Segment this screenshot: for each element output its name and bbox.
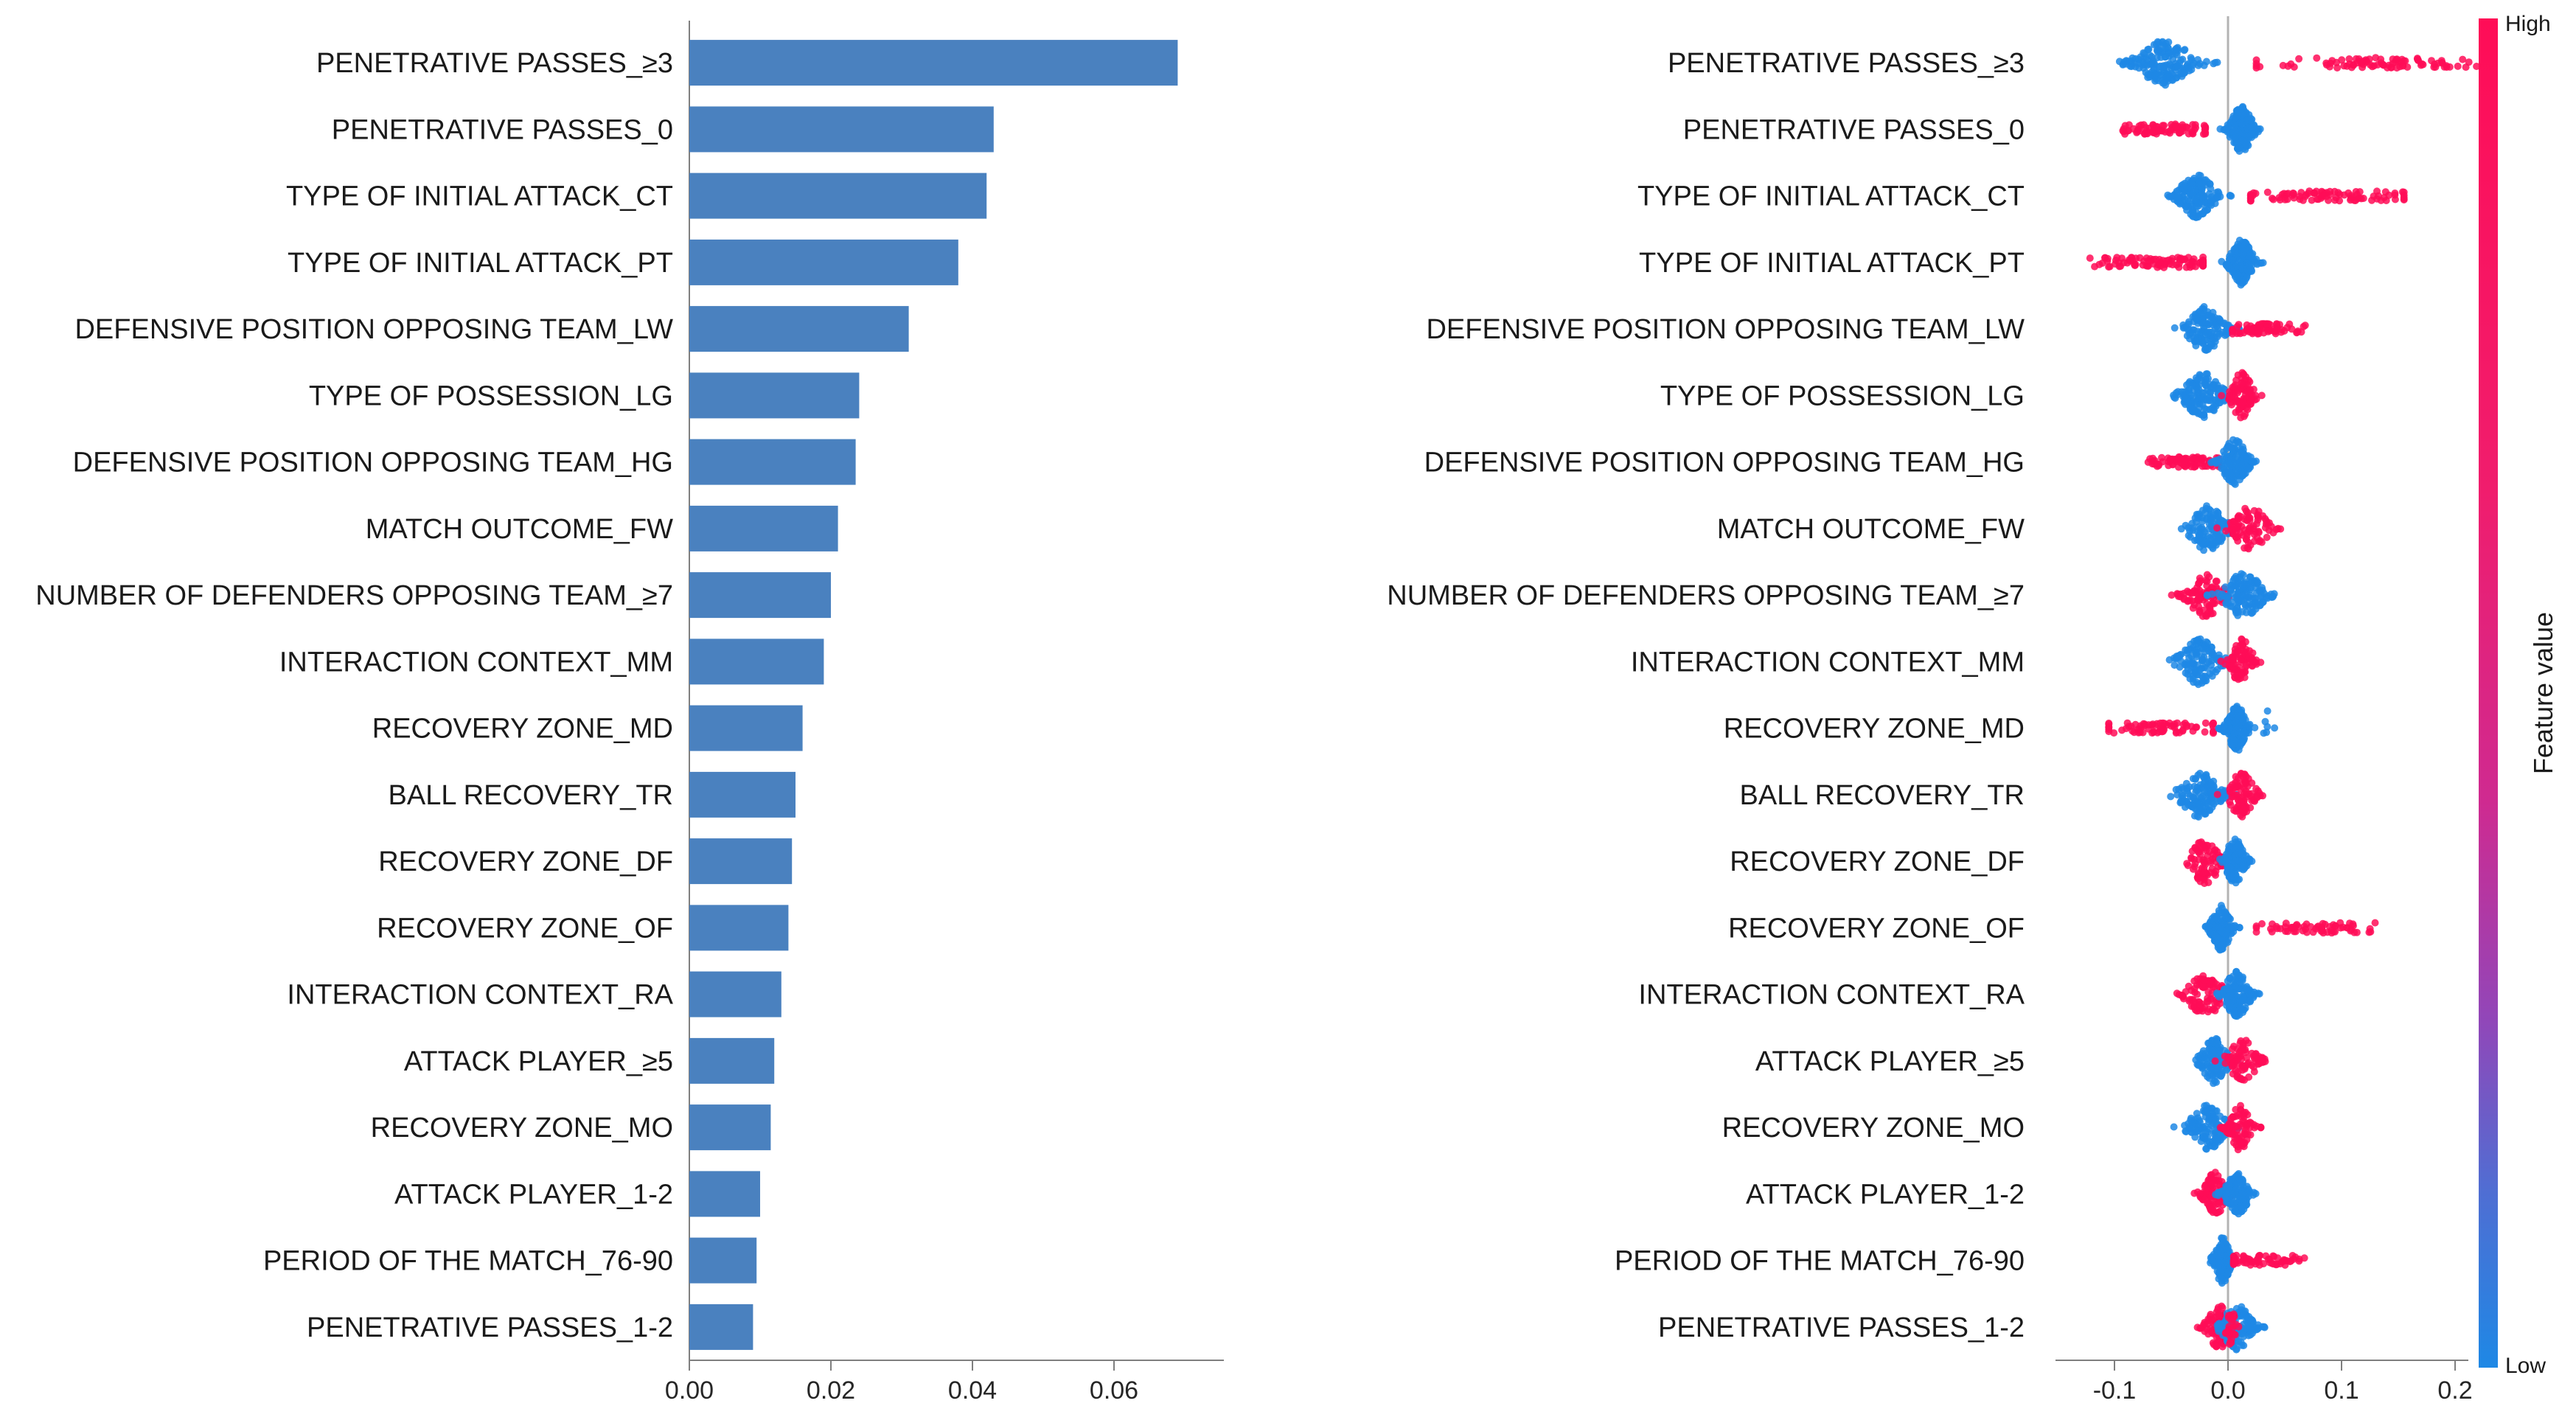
feature-label: RECOVERY ZONE_OF	[1728, 913, 2025, 944]
colorbar-axis-label: Feature value	[2528, 612, 2558, 774]
swarm-row-dots	[2168, 570, 2278, 620]
feature-label: MATCH OUTCOME_FW	[366, 514, 673, 545]
feature-label: RECOVERY ZONE_MO	[1722, 1113, 2025, 1144]
feature-label: DEFENSIVE POSITION OPPOSING TEAM_LW	[1426, 314, 2025, 345]
feature-label: PERIOD OF THE MATCH_76-90	[1615, 1246, 2025, 1277]
swarm-row-dots	[2177, 502, 2285, 554]
feature-label: PENETRATIVE PASSES_1-2	[307, 1312, 673, 1343]
feature-label: TYPE OF INITIAL ATTACK_CT	[286, 181, 673, 212]
swarm-row-dots	[2192, 1034, 2269, 1087]
swarm-row-dots	[2170, 1102, 2265, 1154]
feature-label: RECOVERY ZONE_MO	[371, 1113, 673, 1144]
importance-bar	[689, 971, 781, 1017]
swarm-x-tick-label: 0.2	[2437, 1377, 2472, 1405]
feature-label: NUMBER OF DEFENDERS OPPOSING TEAM_≥7	[1387, 580, 2025, 611]
feature-label: ATTACK PLAYER_≥5	[1755, 1046, 2025, 1077]
importance-bar	[689, 439, 856, 485]
importance-bar	[689, 1104, 771, 1151]
feature-label: DEFENSIVE POSITION OPPOSING TEAM_HG	[1424, 448, 2025, 478]
importance-bar	[689, 1304, 753, 1350]
feature-label: DEFENSIVE POSITION OPPOSING TEAM_LW	[74, 314, 673, 345]
colorbar: High Low Feature value	[2479, 12, 2558, 1378]
swarm-row-dots	[2144, 436, 2260, 488]
feature-label: INTERACTION CONTEXT_RA	[287, 980, 673, 1011]
importance-bar	[689, 1037, 775, 1084]
importance-bar	[689, 1237, 757, 1284]
swarm-row-dots	[2164, 171, 2408, 221]
bar-x-tick-label: 0.02	[807, 1377, 855, 1405]
swarm-row-dots	[2115, 38, 2488, 89]
colorbar-gradient	[2479, 18, 2498, 1368]
feature-label: PENETRATIVE PASSES_0	[332, 114, 673, 145]
swarm-row-dots	[2201, 902, 2379, 954]
swarm-row-dots	[2171, 303, 2309, 354]
feature-label: INTERACTION CONTEXT_MM	[1631, 647, 2025, 678]
importance-bar	[689, 505, 838, 551]
importance-bar	[689, 905, 789, 951]
feature-label: TYPE OF INITIAL ATTACK_CT	[1637, 181, 2025, 212]
feature-label: RECOVERY ZONE_OF	[377, 913, 673, 944]
feature-label: PENETRATIVE PASSES_≥3	[316, 48, 673, 79]
feature-label: RECOVERY ZONE_DF	[1730, 846, 2025, 877]
feature-label: RECOVERY ZONE_MD	[1724, 714, 2025, 745]
feature-label: BALL RECOVERY_TR	[389, 780, 673, 811]
swarm-x-tick-label: -0.1	[2093, 1377, 2137, 1405]
feature-label: INTERACTION CONTEXT_MM	[279, 647, 673, 678]
swarm-row-dots	[2193, 1302, 2269, 1354]
feature-label: ATTACK PLAYER_1-2	[1746, 1179, 2025, 1210]
importance-bar	[689, 705, 803, 751]
feature-label: NUMBER OF DEFENDERS OPPOSING TEAM_≥7	[35, 580, 673, 611]
swarm-row-dots	[2105, 703, 2279, 754]
feature-label: ATTACK PLAYER_1-2	[394, 1179, 673, 1210]
feature-label: MATCH OUTCOME_FW	[1717, 514, 2025, 545]
feature-label: ATTACK PLAYER_≥5	[404, 1046, 673, 1077]
feature-label: PENETRATIVE PASSES_≥3	[1668, 48, 2025, 79]
feature-label: PENETRATIVE PASSES_0	[1683, 114, 2025, 145]
importance-bar	[689, 572, 831, 619]
swarm-row-dots	[2170, 369, 2266, 422]
feature-label: PENETRATIVE PASSES_1-2	[1658, 1312, 2025, 1343]
feature-label: TYPE OF INITIAL ATTACK_PT	[1639, 248, 2025, 279]
bar-x-tick-label: 0.00	[665, 1377, 714, 1405]
importance-bar	[689, 838, 793, 885]
feature-label: RECOVERY ZONE_DF	[378, 846, 673, 877]
swarm-row-dots	[2207, 1234, 2308, 1287]
importance-bar	[689, 638, 824, 685]
importance-bar	[689, 1171, 760, 1217]
feature-label: TYPE OF POSSESSION_LG	[1660, 380, 2025, 411]
beeswarm-chart: -0.1 0.0 0.1 0.2 PENETRATIVE PASSES_≥3 PENETR…	[1387, 16, 2488, 1405]
importance-bar	[689, 306, 909, 352]
feature-label: TYPE OF INITIAL ATTACK_PT	[288, 248, 673, 279]
importance-bar	[689, 40, 1178, 86]
colorbar-high-label: High	[2505, 12, 2551, 36]
swarm-row-dots	[2165, 635, 2265, 689]
importance-bar	[689, 771, 796, 818]
swarm-row-dots	[2190, 1169, 2260, 1218]
feature-label: BALL RECOVERY_TR	[1740, 780, 2025, 811]
feature-label: TYPE OF POSSESSION_LG	[309, 380, 673, 411]
swarm-x-tick-label: 0.0	[2210, 1377, 2245, 1405]
feature-label: DEFENSIVE POSITION OPPOSING TEAM_HG	[73, 448, 673, 478]
feature-label: INTERACTION CONTEXT_RA	[1638, 980, 2025, 1011]
swarm-row-dots	[2119, 102, 2264, 155]
swarm-row-dots	[2167, 770, 2266, 821]
importance-bar	[689, 239, 958, 285]
importance-bar	[689, 173, 987, 219]
bar-x-tick-label: 0.04	[948, 1377, 997, 1405]
swarm-row-dots	[2173, 967, 2263, 1020]
bar-x-tick-label: 0.06	[1090, 1377, 1138, 1405]
bar-chart: 0.00 0.02 0.04 0.06 PENETRATIVE PASSES_≥3 PEN…	[35, 21, 1224, 1405]
colorbar-low-label: Low	[2505, 1354, 2546, 1378]
swarm-row-dots	[2086, 237, 2267, 289]
feature-label: PERIOD OF THE MATCH_76-90	[263, 1246, 673, 1277]
swarm-x-tick-label: 0.1	[2324, 1377, 2359, 1405]
feature-label: RECOVERY ZONE_MD	[372, 714, 673, 745]
importance-bar	[689, 106, 994, 153]
importance-bar	[689, 372, 860, 419]
swarm-row-dots	[2183, 835, 2256, 888]
